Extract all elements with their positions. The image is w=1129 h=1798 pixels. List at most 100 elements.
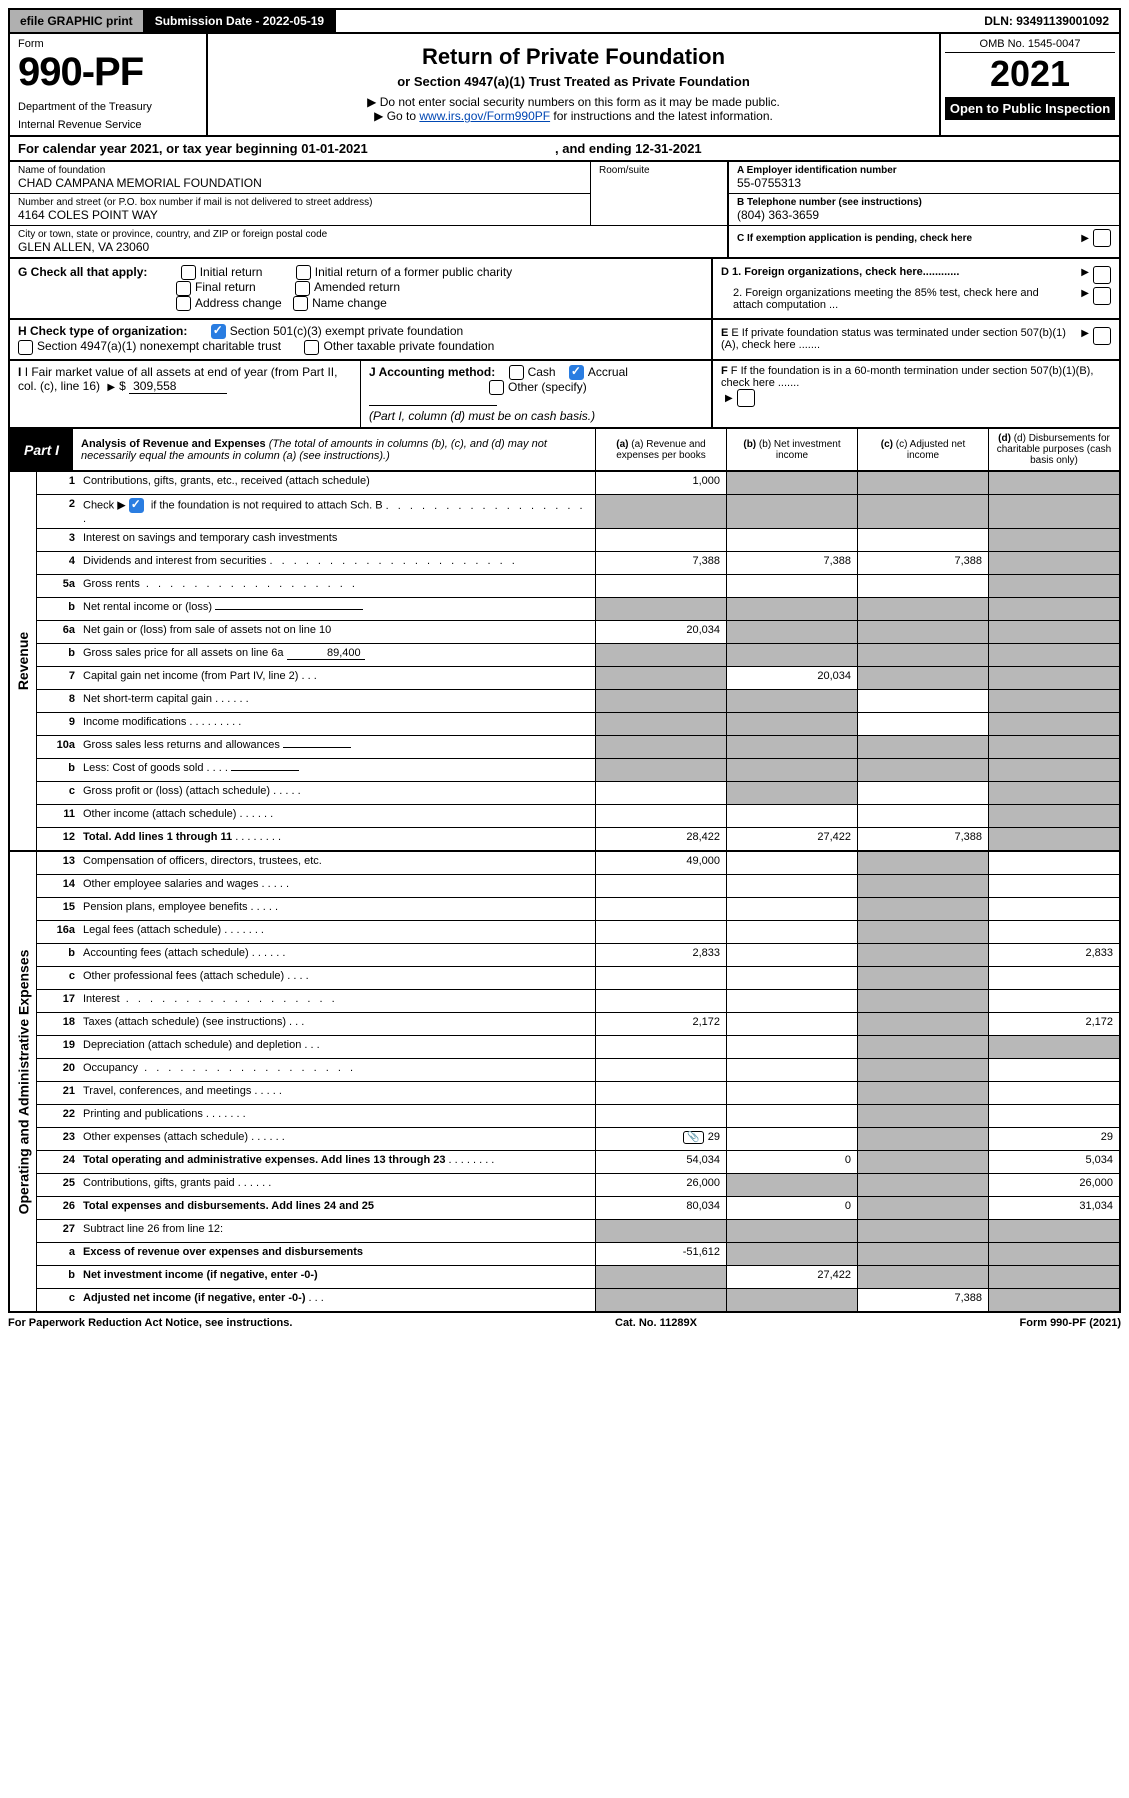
form-subtitle: or Section 4947(a)(1) Trust Treated as P… [220,74,927,89]
g-initial-return-checkbox[interactable] [181,265,196,280]
d2-checkbox[interactable] [1093,287,1111,305]
foundation-info: Name of foundation CHAD CAMPANA MEMORIAL… [8,162,1121,259]
j-other-input[interactable] [369,405,497,406]
arrow-icon [1081,287,1089,299]
arrow-icon [1081,232,1089,244]
table-row: 4Dividends and interest from securities … [37,552,1119,575]
f-checkbox[interactable] [737,389,755,407]
form-title: Return of Private Foundation [220,44,927,70]
table-row: cGross profit or (loss) (attach schedule… [37,782,1119,805]
d1-checkbox[interactable] [1093,266,1111,284]
efile-label[interactable]: efile GRAPHIC print [10,10,145,32]
section-h: H Check type of organization: Section 50… [10,320,711,359]
exemption-label: C If exemption application is pending, c… [737,233,1077,244]
table-row: 5aGross rents [37,575,1119,598]
form-note-1: ▶ Do not enter social security numbers o… [220,95,927,109]
part1-header: Part I Analysis of Revenue and Expenses … [8,429,1121,472]
table-row: 11Other income (attach schedule) . . . .… [37,805,1119,828]
part1-label: Part I [10,429,73,470]
form-title-block: Return of Private Foundation or Section … [208,34,939,135]
arrow-icon [1081,266,1089,278]
g-initial-former-checkbox[interactable] [296,265,311,280]
table-row: cAdjusted net income (if negative, enter… [37,1289,1119,1311]
j-cash-checkbox[interactable] [509,365,524,380]
sch-b-checkbox[interactable] [129,498,144,513]
g-amended-checkbox[interactable] [295,281,310,296]
line6b-value: 89,400 [287,647,365,660]
form-number-block: Form 990-PF Department of the Treasury I… [10,34,208,135]
footer-right: Form 990-PF (2021) [1020,1317,1122,1329]
table-row: bGross sales price for all assets on lin… [37,644,1119,667]
table-row: 23Other expenses (attach schedule) . . .… [37,1128,1119,1151]
city-label: City or town, state or province, country… [18,229,719,240]
table-row: 16aLegal fees (attach schedule) . . . . … [37,921,1119,944]
col-c-header: (c) (c) Adjusted net income [857,429,988,470]
g-name-change-checkbox[interactable] [293,296,308,311]
footer-left: For Paperwork Reduction Act Notice, see … [8,1317,292,1329]
table-row: 7Capital gain net income (from Part IV, … [37,667,1119,690]
table-row-total: 26Total expenses and disbursements. Add … [37,1197,1119,1220]
section-i-j-f: I I Fair market value of all assets at e… [8,361,1121,430]
table-row: 14Other employee salaries and wages . . … [37,875,1119,898]
form-link[interactable]: www.irs.gov/Form990PF [419,109,550,123]
table-row: 10aGross sales less returns and allowanc… [37,736,1119,759]
table-row: 2Check ▶ if the foundation is not requir… [37,495,1119,529]
dept-2: Internal Revenue Service [18,119,198,131]
table-row: cOther professional fees (attach schedul… [37,967,1119,990]
omb-number: OMB No. 1545-0047 [945,38,1115,53]
year-begin: 01-01-2021 [301,141,368,156]
line5b-input[interactable] [215,609,363,610]
calendar-year-row: For calendar year 2021, or tax year begi… [8,137,1121,162]
table-row: aExcess of revenue over expenses and dis… [37,1243,1119,1266]
foundation-address: 4164 COLES POINT WAY [18,208,582,222]
table-row: bAccounting fees (attach schedule) . . .… [37,944,1119,967]
arrow-icon [107,379,115,393]
top-bar: efile GRAPHIC print Submission Date - 20… [8,8,1121,34]
attachment-icon[interactable]: 📎 [683,1131,703,1144]
expenses-side-label: Operating and Administrative Expenses [10,852,37,1311]
form-note-2: ▶ Go to www.irs.gov/Form990PF for instru… [220,109,927,123]
h-501c3-checkbox[interactable] [211,324,226,339]
revenue-table: Revenue 1Contributions, gifts, grants, e… [8,472,1121,852]
col-a-header: (a) (a) Revenue and expenses per books [595,429,726,470]
expenses-table: Operating and Administrative Expenses 13… [8,852,1121,1313]
section-e: E E If private foundation status was ter… [711,320,1119,359]
section-g: G Check all that apply: Initial return I… [10,259,711,318]
table-row: 20Occupancy [37,1059,1119,1082]
dept-1: Department of the Treasury [18,101,198,113]
table-row: 3Interest on savings and temporary cash … [37,529,1119,552]
page-footer: For Paperwork Reduction Act Notice, see … [8,1313,1121,1333]
form-year-block: OMB No. 1545-0047 2021 Open to Public In… [939,34,1119,135]
arrow-icon [725,392,733,404]
table-row: bNet investment income (if negative, ent… [37,1266,1119,1289]
revenue-side-label: Revenue [10,472,37,850]
open-to-public: Open to Public Inspection [945,97,1115,120]
table-row-total: 24Total operating and administrative exp… [37,1151,1119,1174]
footer-center: Cat. No. 11289X [615,1317,697,1329]
table-row: 27Subtract line 26 from line 12: [37,1220,1119,1243]
table-row: 1Contributions, gifts, grants, etc., rec… [37,472,1119,495]
submission-date: Submission Date - 2022-05-19 [145,10,336,32]
j-other-checkbox[interactable] [489,380,504,395]
section-g-d: G Check all that apply: Initial return I… [8,259,1121,320]
phone-label: B Telephone number (see instructions) [737,197,1111,208]
part1-description: Analysis of Revenue and Expenses (The to… [73,429,595,470]
dln-label: DLN: 93491139001092 [974,10,1119,32]
name-label: Name of foundation [18,165,582,176]
h-other-checkbox[interactable] [304,340,319,355]
e-checkbox[interactable] [1093,327,1111,345]
fmv-value: 309,558 [129,379,227,394]
g-final-return-checkbox[interactable] [176,281,191,296]
form-word: Form [18,38,198,50]
exemption-checkbox[interactable] [1093,229,1111,247]
form-number: 990-PF [18,50,198,95]
table-row: 6aNet gain or (loss) from sale of assets… [37,621,1119,644]
j-accrual-checkbox[interactable] [569,365,584,380]
room-suite-label: Room/suite [591,162,727,225]
table-row: 25Contributions, gifts, grants paid . . … [37,1174,1119,1197]
table-row: 18Taxes (attach schedule) (see instructi… [37,1013,1119,1036]
g-address-change-checkbox[interactable] [176,296,191,311]
section-f: F F If the foundation is in a 60-month t… [711,361,1119,428]
h-4947-checkbox[interactable] [18,340,33,355]
table-row: 9Income modifications . . . . . . . . . [37,713,1119,736]
